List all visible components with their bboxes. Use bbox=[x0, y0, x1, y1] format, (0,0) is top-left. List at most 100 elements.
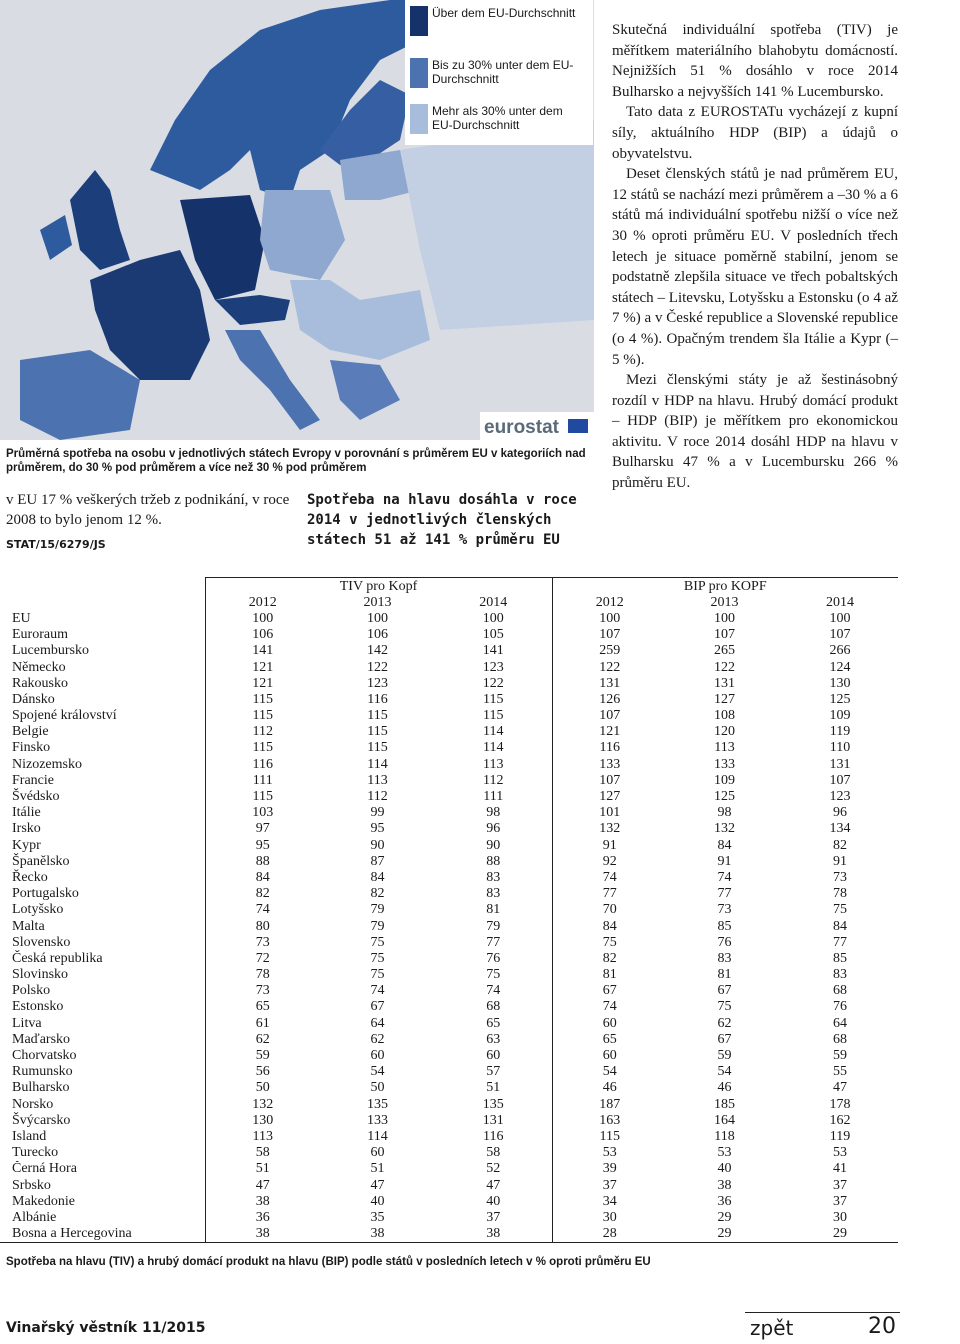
table-row: Francie 111 113 112 107 109 107 bbox=[0, 772, 898, 789]
value-cell: 82 bbox=[833, 837, 848, 853]
value-cell: 74 bbox=[486, 983, 501, 999]
year-header: 2014 bbox=[826, 594, 855, 610]
country-cell: Rakousko bbox=[12, 675, 68, 691]
value-cell: 72 bbox=[204, 950, 320, 967]
value-cell: 95 bbox=[370, 821, 385, 837]
value-cell: 83 bbox=[486, 869, 501, 885]
value-cell: 83 bbox=[486, 886, 501, 902]
value-cell: 122 bbox=[551, 658, 667, 676]
value-cell: 65 bbox=[551, 1031, 667, 1048]
value-cell: 114 bbox=[367, 756, 388, 772]
value-cell: 53 bbox=[833, 1145, 848, 1161]
table-row: Lotyšsko 74 79 81 70 73 75 bbox=[0, 901, 898, 918]
value-cell: 54 bbox=[551, 1063, 667, 1080]
value-cell: 54 bbox=[717, 1064, 732, 1080]
back-link[interactable]: zpět bbox=[750, 1316, 794, 1340]
value-cell: 74 bbox=[370, 983, 385, 999]
value-cell: 116 bbox=[483, 1128, 504, 1144]
country-cell: Chorvatsko bbox=[12, 1048, 77, 1064]
value-cell: 187 bbox=[551, 1096, 667, 1113]
value-cell: 38 bbox=[717, 1177, 732, 1193]
value-cell: 38 bbox=[204, 1193, 320, 1210]
table-row: Švýcarsko 130 133 131 163 164 162 bbox=[0, 1112, 898, 1129]
table-row: EU 100 100 100 100 100 100 bbox=[0, 610, 898, 627]
corner-cell bbox=[0, 594, 205, 610]
value-cell: 29 bbox=[833, 1226, 848, 1242]
country-cell: Island bbox=[12, 1128, 47, 1144]
value-cell: 56 bbox=[204, 1063, 320, 1080]
value-cell: 79 bbox=[370, 918, 385, 934]
value-cell: 84 bbox=[833, 918, 848, 934]
country-cell: Francie bbox=[12, 772, 54, 788]
value-cell: 60 bbox=[486, 1048, 501, 1064]
value-cell: 122 bbox=[714, 659, 735, 675]
map: Über dem EU-Durchschnitt Bis zu 30% unte… bbox=[0, 0, 594, 440]
table-row: Litva 61 64 65 60 62 64 bbox=[0, 1015, 898, 1032]
value-cell: 121 bbox=[551, 723, 667, 740]
table-row: Bosna a Hercegovina 38 38 38 28 29 29 bbox=[0, 1225, 899, 1243]
value-cell: 83 bbox=[833, 967, 848, 983]
value-cell: 55 bbox=[833, 1064, 848, 1080]
value-cell: 123 bbox=[367, 675, 388, 691]
country-cell: Španělsko bbox=[12, 853, 70, 869]
value-cell: 75 bbox=[833, 902, 848, 918]
value-cell: 51 bbox=[486, 1080, 501, 1096]
value-cell: 119 bbox=[829, 1128, 851, 1144]
year-header: 2013 bbox=[363, 594, 392, 610]
table-row: Dánsko 115 116 115 126 127 125 bbox=[0, 691, 898, 708]
value-cell: 113 bbox=[714, 740, 735, 756]
value-cell: 73 bbox=[717, 902, 732, 918]
value-cell: 109 bbox=[714, 772, 735, 788]
article: Skutečná individuální spotřeba (TIV) je … bbox=[612, 20, 898, 494]
table-row: Rumunsko 56 54 57 54 54 55 bbox=[0, 1063, 898, 1080]
table-row: Česká republika 72 75 76 82 83 85 bbox=[0, 950, 898, 967]
value-cell: 65 bbox=[204, 998, 320, 1016]
country-cell: Kypr bbox=[12, 837, 41, 853]
table-row: Albánie 36 35 37 30 29 30 bbox=[0, 1209, 898, 1226]
value-cell: 91 bbox=[717, 853, 732, 869]
value-cell: 118 bbox=[714, 1128, 735, 1144]
year-header: 2012 bbox=[551, 594, 667, 611]
value-cell: 131 bbox=[551, 675, 667, 692]
value-cell: 38 bbox=[486, 1226, 501, 1242]
value-cell: 123 bbox=[482, 659, 504, 675]
value-cell: 88 bbox=[204, 853, 320, 870]
table-row: Německo 121 122 123 122 122 124 bbox=[0, 658, 898, 676]
table-row: Bulharsko 50 50 51 46 46 47 bbox=[0, 1079, 898, 1096]
table-row: Malta 80 79 79 84 85 84 bbox=[0, 917, 898, 935]
value-cell: 54 bbox=[370, 1064, 385, 1080]
value-cell: 40 bbox=[717, 1161, 732, 1177]
value-cell: 74 bbox=[551, 998, 667, 1016]
value-cell: 37 bbox=[486, 1209, 501, 1225]
headline: Spotřeba na hlavu dosáhla v roce 2014 v … bbox=[307, 492, 577, 548]
value-cell: 113 bbox=[367, 772, 388, 788]
value-cell: 47 bbox=[833, 1080, 848, 1096]
value-cell: 115 bbox=[551, 1128, 667, 1145]
table-row: Island 113 114 116 115 118 119 bbox=[0, 1128, 898, 1145]
table-row: Slovinsko 78 75 75 81 81 83 bbox=[0, 966, 898, 983]
value-cell: 84 bbox=[717, 837, 732, 853]
value-cell: 30 bbox=[551, 1209, 667, 1226]
value-cell: 78 bbox=[833, 886, 848, 902]
value-cell: 100 bbox=[482, 610, 504, 626]
value-cell: 60 bbox=[370, 1048, 385, 1064]
value-cell: 120 bbox=[714, 724, 735, 740]
table-row: Polsko 73 74 74 67 67 68 bbox=[0, 982, 898, 999]
value-cell: 36 bbox=[717, 1193, 732, 1209]
value-cell: 85 bbox=[717, 918, 732, 934]
table-row: Portugalsko 82 82 83 77 77 78 bbox=[0, 885, 898, 902]
value-cell: 81 bbox=[551, 966, 667, 983]
value-cell: 52 bbox=[486, 1161, 501, 1177]
value-cell: 53 bbox=[717, 1145, 732, 1161]
value-cell: 63 bbox=[486, 1031, 501, 1047]
country-cell: Česká republika bbox=[12, 950, 103, 966]
value-cell: 68 bbox=[833, 983, 848, 999]
value-cell: 115 bbox=[367, 740, 388, 756]
value-cell: 58 bbox=[204, 1144, 320, 1161]
value-cell: 64 bbox=[833, 1015, 848, 1031]
value-cell: 124 bbox=[829, 659, 851, 675]
value-cell: 30 bbox=[833, 1209, 848, 1225]
value-cell: 34 bbox=[551, 1193, 667, 1210]
country-cell: Slovinsko bbox=[12, 967, 69, 983]
country-cell: Malta bbox=[12, 918, 45, 934]
